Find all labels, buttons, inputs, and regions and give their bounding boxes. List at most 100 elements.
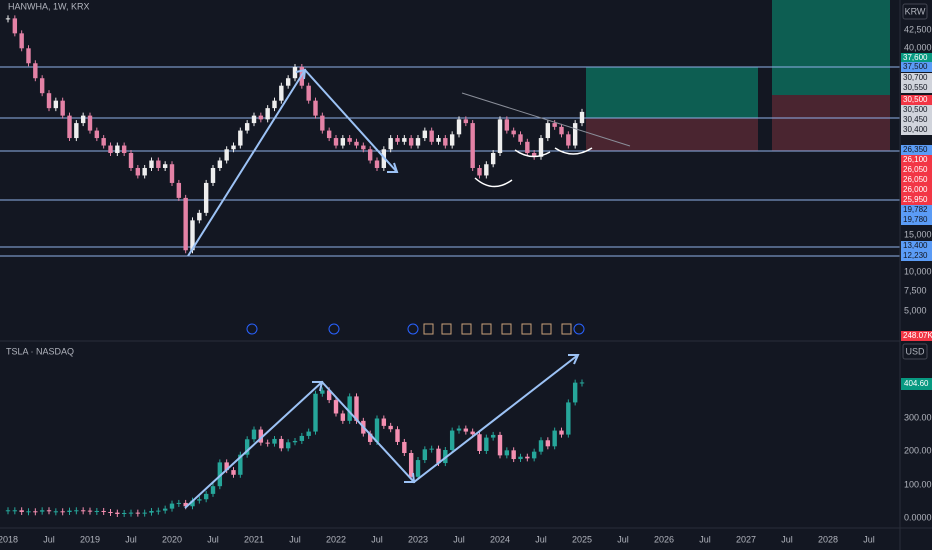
candle (12, 18, 18, 34)
candle (285, 442, 291, 449)
candle (121, 145, 127, 154)
candle (484, 437, 489, 451)
trend-line (461, 92, 631, 147)
x-axis-label: 2027 (736, 534, 756, 544)
candle (388, 425, 393, 430)
x-axis-label: 2019 (80, 534, 100, 544)
candle (5, 510, 11, 512)
candle (429, 448, 434, 450)
candle (292, 440, 298, 443)
candle (26, 48, 31, 64)
price-tag-label: 30,400 (903, 125, 928, 134)
candle (203, 182, 209, 213)
candle (326, 130, 332, 139)
candle (285, 78, 291, 86)
candle (408, 138, 414, 146)
candle (477, 167, 482, 176)
candle (490, 153, 496, 165)
candle (545, 440, 551, 447)
arrows (184, 68, 580, 509)
candle (80, 115, 86, 124)
candle (210, 167, 216, 183)
price-tag-label: 26,100 (903, 155, 928, 164)
candle (197, 212, 202, 221)
candle (101, 510, 106, 512)
candle (340, 138, 346, 146)
candle (197, 499, 202, 501)
candle (279, 85, 284, 101)
candle (299, 435, 305, 441)
currency-button[interactable] (902, 343, 928, 360)
price-tag-label: 26,350 (903, 145, 928, 154)
candle (39, 78, 45, 94)
candle (292, 67, 298, 79)
candle (128, 512, 134, 514)
candle (552, 123, 557, 127)
price-tag-label: 26,050 (903, 175, 928, 184)
candle (463, 428, 469, 432)
candle (538, 138, 544, 157)
price-tag (901, 185, 932, 195)
candle (395, 138, 400, 142)
x-axis-label: Jul (371, 534, 383, 544)
candle (545, 123, 551, 139)
candle (367, 149, 373, 161)
candle (121, 512, 127, 514)
price-label: 200.00 (904, 445, 932, 455)
price-tag-label: 37,600 (903, 53, 928, 62)
price-label: 7,500 (904, 285, 927, 295)
last-price: 404.60 (904, 379, 929, 388)
candle (470, 123, 475, 168)
candle (67, 510, 72, 512)
profit-zone (586, 67, 758, 118)
price-tag (901, 73, 932, 83)
candle (33, 63, 38, 79)
price-label: 10,000 (904, 266, 932, 276)
candle (12, 510, 18, 512)
candle (313, 100, 318, 116)
candle (244, 123, 250, 131)
candle (470, 431, 475, 435)
candle (381, 418, 387, 426)
currency-label[interactable]: KRW (905, 6, 926, 16)
candle (484, 164, 489, 176)
candle (449, 430, 455, 450)
candle (115, 512, 120, 514)
x-axis-label: Jul (617, 534, 629, 544)
candle (176, 502, 182, 504)
candle (60, 100, 65, 116)
price-tag (901, 205, 932, 215)
x-axis-label: Jul (207, 534, 219, 544)
candle (347, 138, 352, 142)
candle (306, 431, 311, 436)
candle (306, 85, 311, 101)
price-label: 100.00 (904, 479, 932, 489)
candle (497, 119, 503, 154)
candle (46, 93, 52, 109)
x-axis-label: 2020 (162, 534, 182, 544)
price-tag (901, 53, 932, 63)
candle (333, 400, 339, 414)
candle (566, 402, 571, 435)
currency-label[interactable]: USD (905, 346, 925, 356)
price-tag-label: 26,050 (903, 165, 928, 174)
x-axis-label: Jul (699, 534, 711, 544)
price-label: 300.00 (904, 412, 932, 422)
price-tag-label: 19,780 (903, 215, 928, 224)
candle (354, 141, 359, 146)
currency-button[interactable] (902, 3, 928, 20)
price-tag-label: 30,500 (903, 105, 928, 114)
arcs (474, 147, 593, 188)
candle (87, 510, 93, 512)
candle (504, 450, 510, 456)
candle (53, 100, 59, 109)
candle (162, 164, 168, 168)
candle (203, 493, 209, 500)
candle (108, 511, 113, 513)
candle (443, 138, 448, 146)
candle (33, 511, 38, 513)
candle (497, 434, 503, 456)
x-axis-label: Jul (289, 534, 301, 544)
candle (566, 134, 571, 146)
candle (531, 451, 537, 459)
